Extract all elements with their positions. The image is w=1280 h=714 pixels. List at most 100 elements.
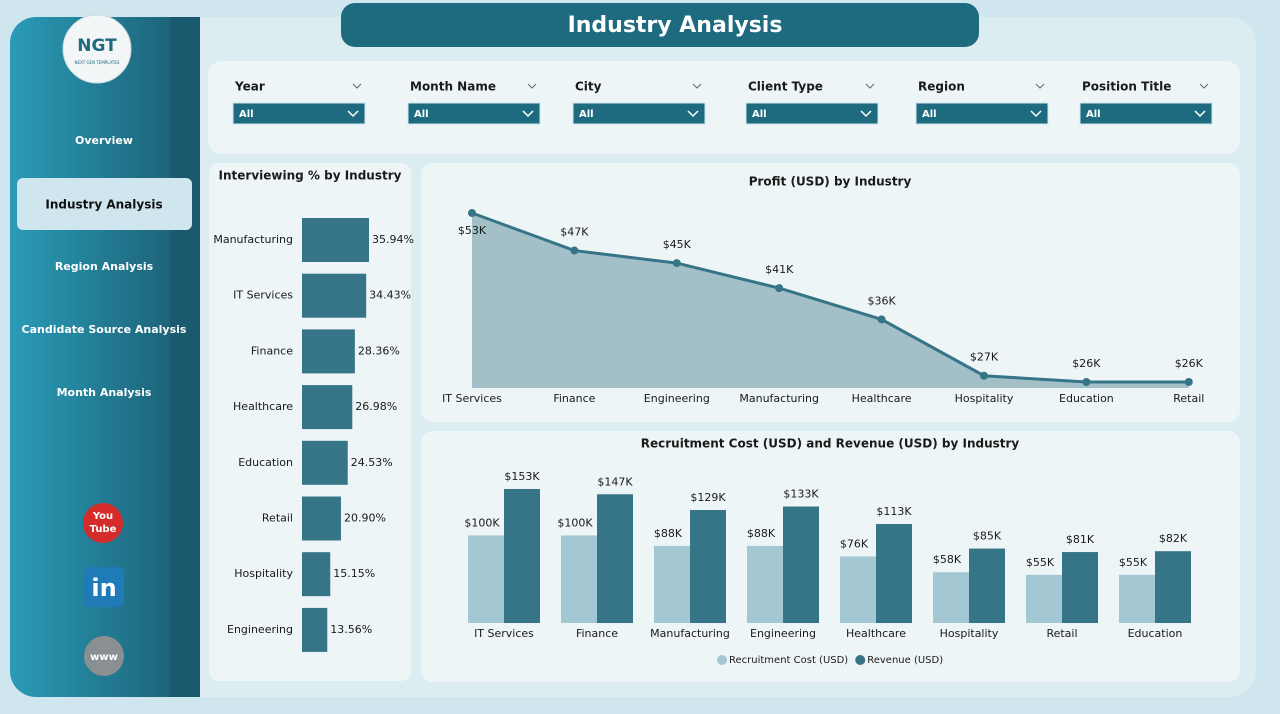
dropdown[interactable] [232, 102, 366, 125]
value-label: $153K [504, 470, 540, 483]
category-label: Education [1128, 627, 1183, 640]
category-label: Engineering [644, 392, 710, 405]
logo-tagline: NEXT GEN TEMPLATES [75, 60, 120, 65]
nav-item[interactable]: Month Analysis [57, 386, 152, 399]
chevron [352, 83, 362, 89]
value-label: $36K [867, 294, 896, 307]
category-label: Engineering [227, 623, 293, 636]
dropdown[interactable] [745, 102, 879, 125]
bar [302, 440, 348, 485]
dropdown-value: All [414, 109, 429, 120]
bar [561, 535, 597, 623]
sidebar-edge [170, 17, 200, 697]
youtube-icon[interactable] [83, 503, 123, 543]
chevron [687, 110, 699, 118]
chart-title: Recruitment Cost (USD) and Revenue (USD)… [641, 437, 1020, 451]
nav-item[interactable]: Candidate Source Analysis [22, 323, 187, 336]
chevron [860, 110, 872, 118]
value-label: $55K [1119, 556, 1148, 569]
bar [504, 489, 540, 623]
bar [654, 545, 690, 623]
value-label: 34.43% [369, 289, 411, 302]
value-label: 13.56% [330, 623, 372, 636]
chevron [1194, 110, 1206, 118]
card [421, 431, 1240, 682]
value-label: $47K [560, 226, 589, 239]
bar [876, 524, 912, 623]
filter-panel [208, 61, 1240, 154]
category-label: Engineering [750, 627, 816, 640]
category-label: IT Services [233, 289, 293, 302]
value-label: $147K [597, 475, 633, 488]
bar [302, 552, 331, 597]
dropdown-value: All [239, 109, 254, 120]
category-label: Healthcare [846, 627, 906, 640]
area [472, 213, 1189, 388]
bar [597, 494, 633, 623]
value-label: 28.36% [358, 344, 400, 357]
value-label: $88K [747, 527, 776, 540]
value-label: 26.98% [355, 400, 397, 413]
bar [840, 556, 876, 623]
category-label: Manufacturing [739, 392, 819, 405]
value-label: $58K [933, 553, 962, 566]
point [570, 246, 579, 255]
value-label: 24.53% [351, 456, 393, 469]
category-label: Healthcare [852, 392, 912, 405]
bar [1062, 552, 1098, 623]
point [1184, 378, 1193, 386]
logo-name: NGT [77, 36, 117, 56]
category-label: Healthcare [233, 400, 293, 413]
chevron [692, 83, 702, 89]
value-label: $41K [765, 263, 794, 276]
bar [302, 273, 367, 318]
category-label: Retail [262, 512, 293, 525]
logo [62, 14, 132, 84]
value-label: $26K [1072, 357, 1101, 370]
chevron [1199, 83, 1209, 89]
category-label: Finance [576, 627, 618, 640]
category-label: Retail [1173, 392, 1204, 405]
linkedin-icon[interactable] [84, 567, 124, 607]
category-label: IT Services [474, 627, 534, 640]
point [980, 371, 988, 380]
chevron [1030, 110, 1042, 118]
bar [468, 535, 504, 623]
filter-label: Month Name [410, 80, 496, 94]
dropdown[interactable] [572, 102, 706, 125]
point [468, 209, 476, 217]
dropdown[interactable] [407, 102, 541, 125]
value-label: $133K [783, 488, 819, 501]
filter-label: Year [234, 80, 265, 94]
legend-swatch [717, 655, 727, 665]
title-banner [341, 3, 979, 47]
nav-active-bg [17, 178, 192, 230]
point [672, 259, 681, 268]
category-label: Hospitality [940, 627, 999, 640]
bar [933, 572, 969, 623]
dropdown-value: All [922, 109, 937, 120]
bar [302, 496, 341, 541]
value-label: 35.94% [372, 233, 414, 246]
bar [302, 607, 328, 652]
web-icon[interactable] [84, 636, 124, 676]
value-label: $85K [973, 530, 1002, 543]
chevron [1035, 83, 1045, 89]
chevron [522, 110, 534, 118]
dropdown[interactable] [1079, 102, 1213, 125]
nav-item[interactable]: Industry Analysis [45, 198, 162, 212]
point [877, 315, 886, 324]
legend-label: Revenue (USD) [867, 655, 943, 666]
nav-item[interactable]: Region Analysis [55, 260, 154, 273]
dropdown[interactable] [915, 102, 1049, 125]
chart-title: Interviewing % by Industry [219, 169, 402, 183]
legend-swatch [855, 655, 866, 665]
bar [690, 510, 726, 623]
legend-label: Recruitment Cost (USD) [729, 655, 848, 666]
nav-item[interactable]: Overview [75, 134, 133, 147]
point [775, 284, 784, 293]
icon-text: You [92, 511, 113, 522]
value-label: $113K [876, 505, 912, 518]
value-label: $55K [1026, 556, 1055, 569]
